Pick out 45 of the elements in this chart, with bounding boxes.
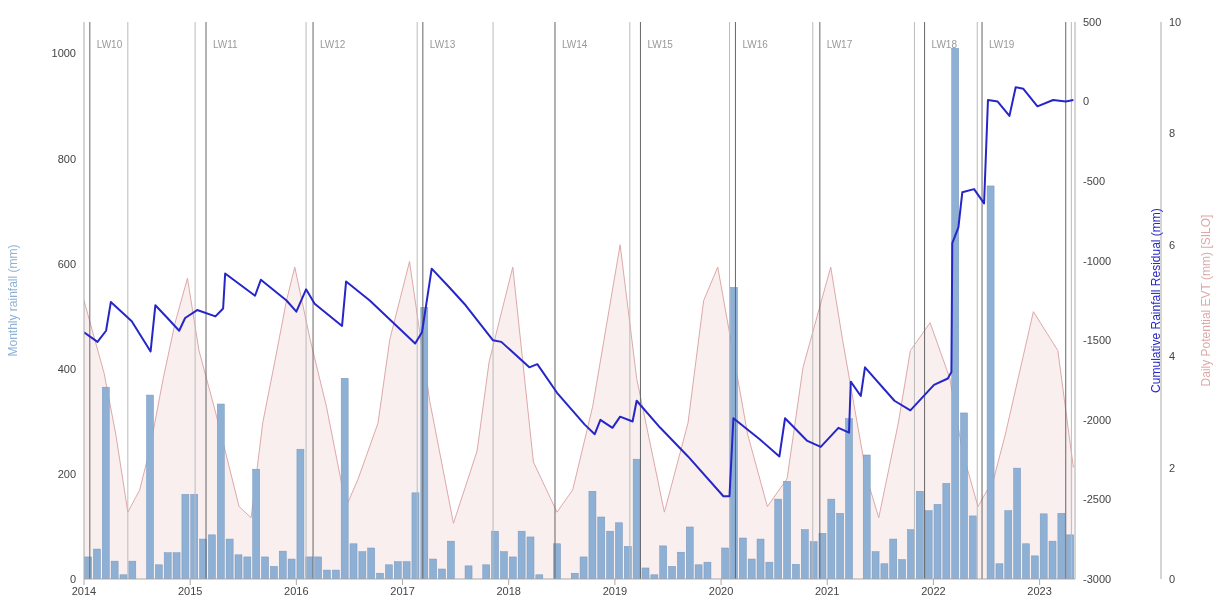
x-tick-label: 2023: [1027, 584, 1052, 597]
ref-line-label: LW12: [320, 39, 346, 50]
y-tick-label: 400: [57, 362, 76, 375]
x-tick-label: 2015: [177, 584, 203, 597]
y2-tick-label: 500: [1083, 15, 1102, 28]
ref-line-label: LW11: [213, 39, 239, 50]
y-axis-title: Monthly rainfall (mm): [6, 244, 21, 357]
y2-tick-label: -1500: [1083, 334, 1112, 347]
y-tick-label: 200: [57, 467, 76, 480]
y-tick-label: 800: [57, 152, 76, 165]
x-tick-label: 2016: [284, 584, 309, 597]
y3-tick-label: 4: [1169, 350, 1176, 363]
line-series: [84, 86, 1075, 498]
ref-line-label: LW19: [989, 39, 1015, 50]
y3-tick-label: 6: [1169, 238, 1176, 251]
ref-line-label: LW13: [429, 39, 456, 50]
x-tick-label: 2019: [602, 584, 628, 597]
ref-line-label: LW15: [647, 39, 674, 50]
y2-tick-label: -500: [1083, 175, 1106, 188]
ref-line-label: LW10: [96, 39, 123, 50]
y-tick-label: 1000: [51, 47, 76, 60]
x-tick-label: 2022: [921, 584, 946, 597]
y3-tick-label: 2: [1169, 461, 1176, 474]
y3-axis-title: Daily Potential EVT (mm) [SILO]: [1199, 214, 1214, 387]
ref-line-label: LW17: [826, 39, 853, 50]
y3-tick-label: 8: [1169, 127, 1176, 140]
ref-line-label: LW18: [931, 39, 958, 50]
x-tick-label: 2014: [71, 584, 97, 597]
y2-tick-label: -2500: [1083, 493, 1112, 506]
x-tick-label: 2021: [815, 584, 840, 597]
y2-tick-label: -2000: [1083, 413, 1112, 426]
y2-tick-label: -3000: [1083, 572, 1112, 585]
ref-line-label: LW16: [742, 39, 769, 50]
y2-tick-label: 0: [1083, 95, 1090, 108]
ref-line-label: LW14: [561, 39, 588, 50]
x-tick-label: 2018: [496, 584, 521, 597]
y3-tick-label: 0: [1169, 572, 1176, 585]
x-tick-label: 2020: [708, 584, 734, 597]
bar: [464, 565, 473, 579]
x-tick-label: 2017: [390, 584, 415, 597]
y2-tick-label: -1000: [1083, 254, 1112, 267]
y3-tick-label: 10: [1169, 15, 1182, 28]
y-tick-label: 600: [57, 257, 76, 270]
y2-axis-title: Cumulative Rainfall Residual (mm): [1149, 208, 1164, 393]
y-tick-label: 0: [69, 572, 76, 585]
